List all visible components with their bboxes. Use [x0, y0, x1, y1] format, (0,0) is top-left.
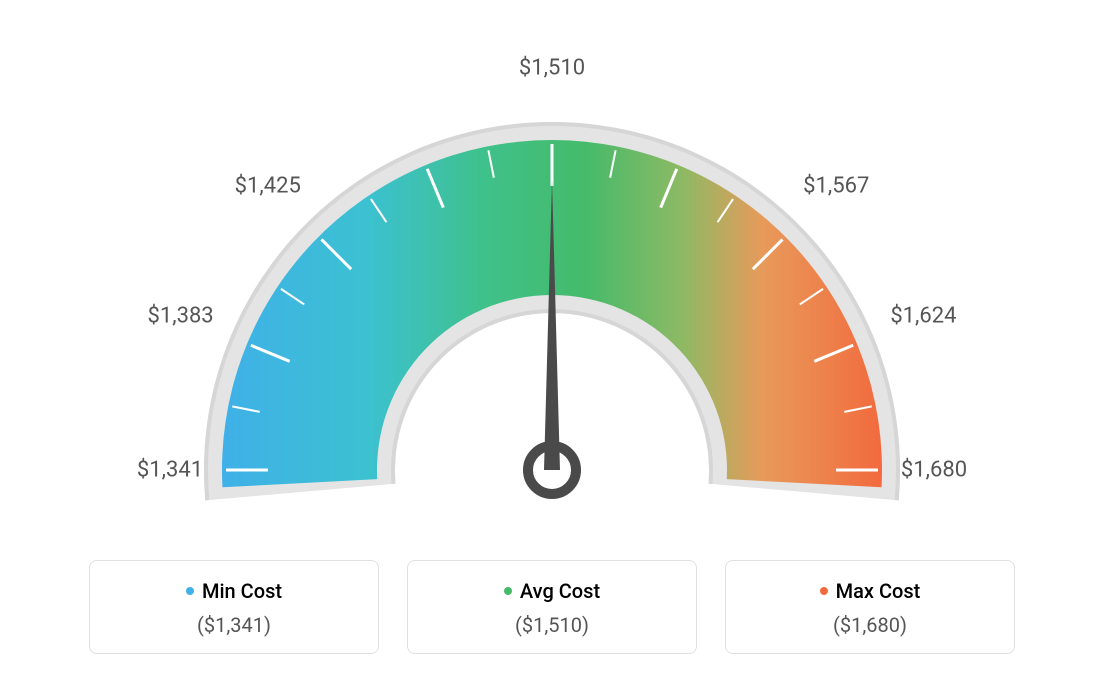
- gauge-tick-label: $1,680: [901, 458, 967, 483]
- legend-dot-min-icon: [186, 587, 194, 595]
- legend-value-avg: ($1,510): [428, 613, 676, 637]
- legend-card-min: Min Cost ($1,341): [89, 560, 379, 654]
- gauge-tick-label: $1,341: [137, 458, 203, 483]
- legend-title-avg: Avg Cost: [504, 579, 600, 603]
- legend-title-min: Min Cost: [186, 579, 282, 603]
- legend-value-max: ($1,680): [746, 613, 994, 637]
- legend-title-max: Max Cost: [820, 579, 921, 603]
- gauge-tick-label: $1,624: [890, 304, 956, 329]
- legend-title-min-text: Min Cost: [202, 579, 282, 603]
- gauge-tick-label: $1,383: [148, 304, 214, 329]
- gauge-tick-label: $1,425: [235, 173, 301, 198]
- legend-row: Min Cost ($1,341) Avg Cost ($1,510) Max …: [40, 560, 1064, 654]
- gauge-chart: $1,341 $1,383 $1,425 $1,510 $1,567 $1,624 $1,6…: [40, 20, 1064, 540]
- legend-card-max: Max Cost ($1,680): [725, 560, 1015, 654]
- legend-title-avg-text: Avg Cost: [520, 579, 600, 603]
- legend-value-min: ($1,341): [110, 613, 358, 637]
- gauge-tick-label: $1,567: [803, 173, 869, 198]
- legend-dot-max-icon: [820, 587, 828, 595]
- legend-dot-avg-icon: [504, 587, 512, 595]
- legend-title-max-text: Max Cost: [836, 579, 921, 603]
- legend-card-avg: Avg Cost ($1,510): [407, 560, 697, 654]
- gauge-tick-label: $1,510: [519, 56, 585, 81]
